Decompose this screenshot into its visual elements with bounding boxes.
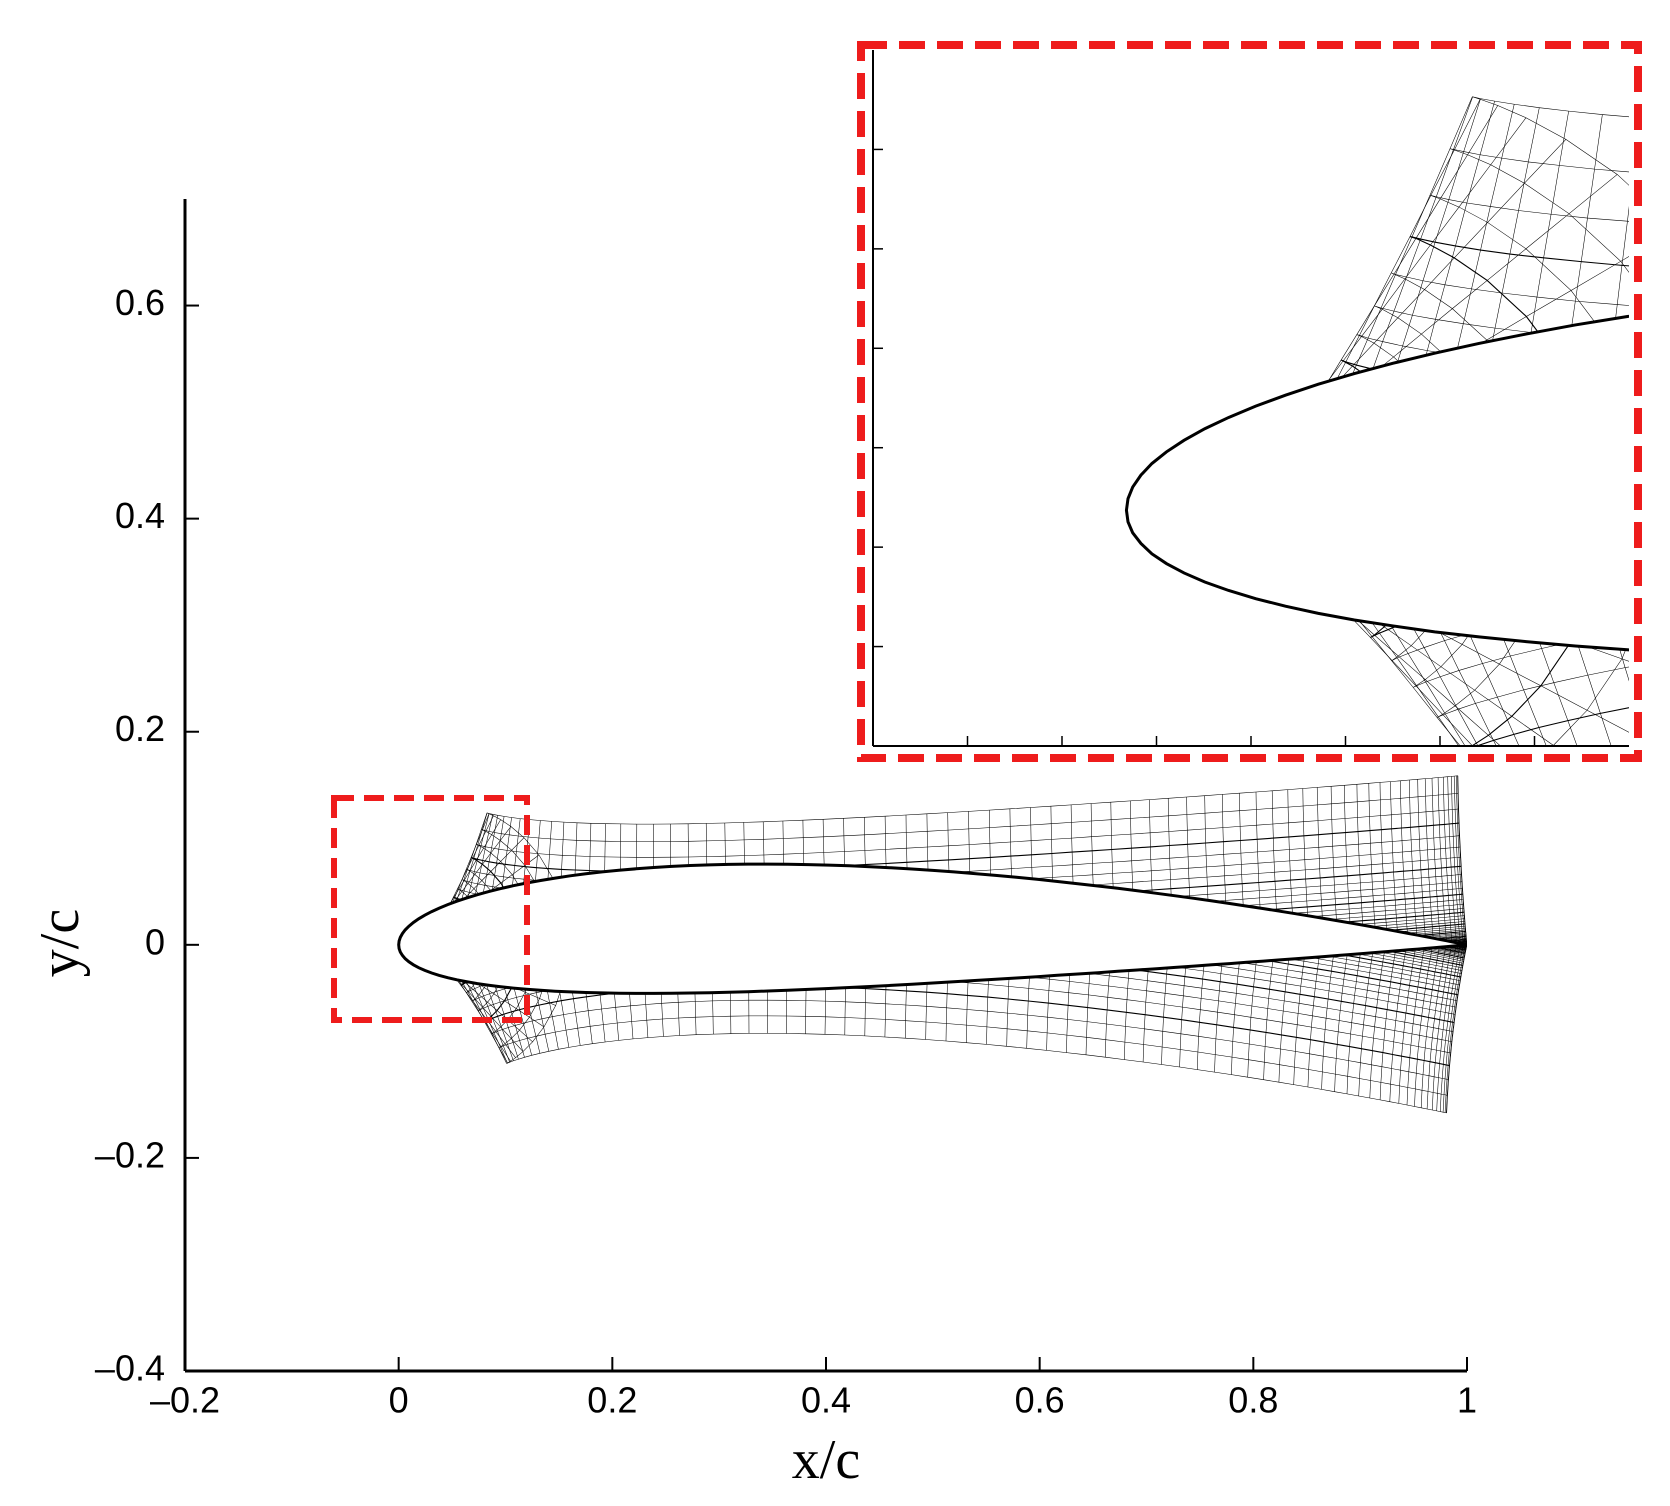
y-tick-label: 0.6: [115, 282, 165, 323]
mesh-line: [1415, 938, 1435, 1106]
mesh-line: [1400, 781, 1409, 950]
y-tick-label: 0.2: [115, 708, 165, 749]
mesh-line: [1391, 782, 1399, 951]
mesh-line: [1432, 778, 1441, 947]
mesh-line: [1438, 778, 1447, 947]
y-tick-label: –0.2: [95, 1134, 165, 1175]
x-axis-label: x/c: [792, 1429, 860, 1491]
mesh-line: [1407, 937, 1426, 1105]
mesh-line: [1409, 780, 1418, 949]
x-tick-label: 0.4: [801, 1380, 851, 1421]
axes: –0.2 0 0.2 0.4 0.6 0.8 1–0.4–0.200.20.40.6: [95, 199, 1477, 1421]
mesh-line: [1418, 779, 1427, 948]
airfoil: [399, 864, 1467, 993]
mesh-line: [1380, 782, 1388, 951]
y-axis-label: y/c: [29, 909, 91, 977]
x-tick-label: –0.2: [150, 1380, 220, 1421]
zoom-box: [331, 795, 530, 1023]
y-tick-label: –0.4: [95, 1348, 165, 1389]
mesh-area: [399, 776, 1467, 1113]
mesh: [399, 776, 1467, 1113]
x-tick-label: 0.6: [1015, 1380, 1065, 1421]
inset-frame: [857, 41, 1642, 762]
x-tick-label: 0.2: [587, 1380, 637, 1421]
mesh-line: [1427, 941, 1447, 1109]
y-tick-label: 0: [145, 921, 165, 962]
x-tick-label: 1: [1457, 1380, 1477, 1421]
mesh-line: [1446, 945, 1466, 1113]
mesh-line: [1380, 932, 1399, 1100]
x-tick-label: 0: [389, 1380, 409, 1421]
y-tick-label: 0.4: [115, 495, 165, 536]
x-tick-label: 0.8: [1228, 1380, 1278, 1421]
inset: [857, 41, 1642, 762]
mesh-line: [1458, 776, 1467, 945]
